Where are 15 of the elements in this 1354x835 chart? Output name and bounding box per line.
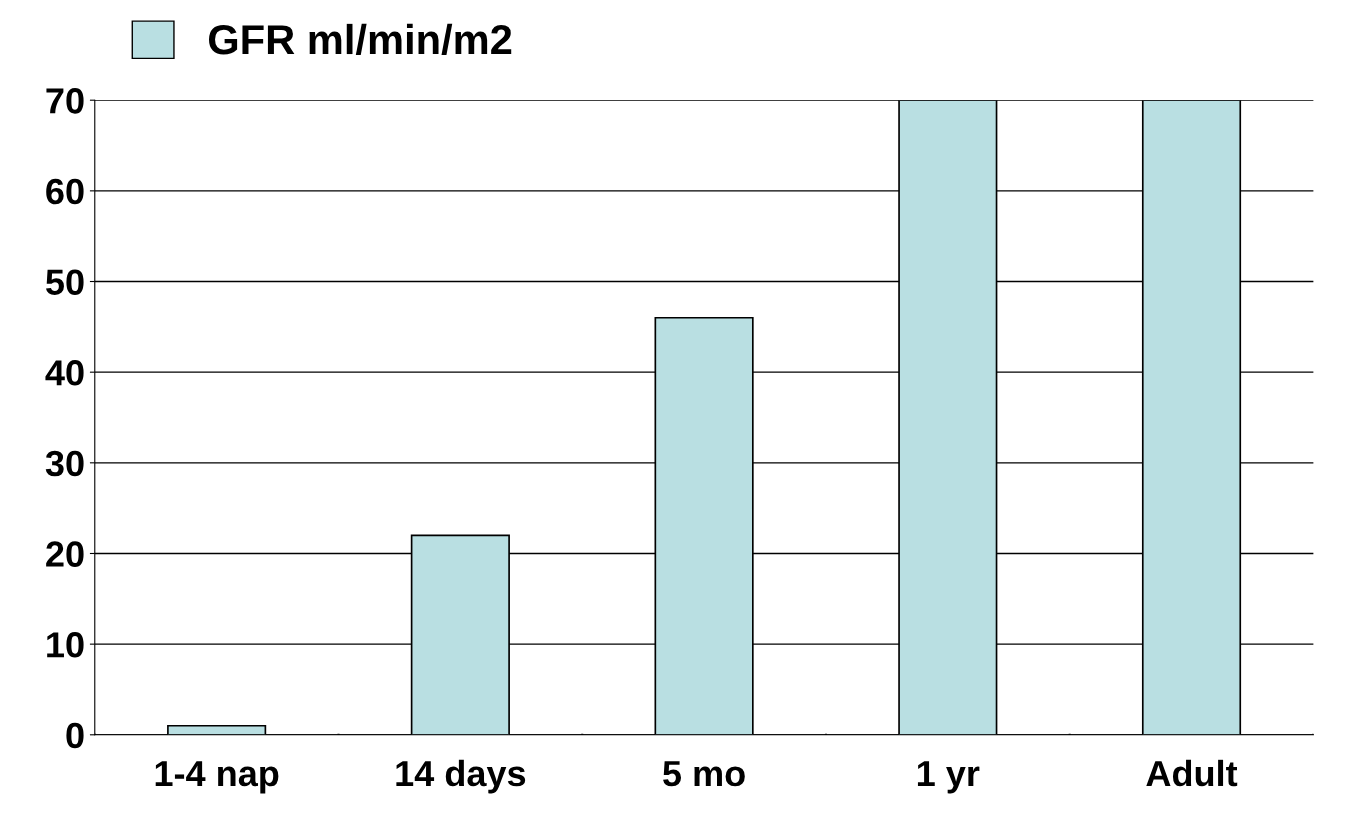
y-tick-label: 10: [47, 632, 84, 658]
y-tick-label: 50: [46, 269, 84, 295]
x-tick-label: 5 mo: [663, 761, 745, 787]
x-tick-label: 1-4 nap: [155, 761, 279, 794]
bar: [167, 724, 267, 735]
x-tick-label: 1 yr: [917, 761, 980, 794]
y-tick-label: 60: [46, 178, 84, 205]
y-tick-label: 70: [46, 88, 84, 114]
y-tick-label: 20: [46, 541, 84, 567]
x-tick-label: 14 days: [396, 759, 526, 794]
y-tick-label: 30: [45, 450, 84, 477]
legend-label: GFR ml/min/m2: [208, 23, 512, 55]
y-tick-label: 0: [66, 722, 84, 749]
y-tick-label: 40: [45, 360, 84, 386]
x-tick-label: Adult: [1146, 759, 1238, 787]
